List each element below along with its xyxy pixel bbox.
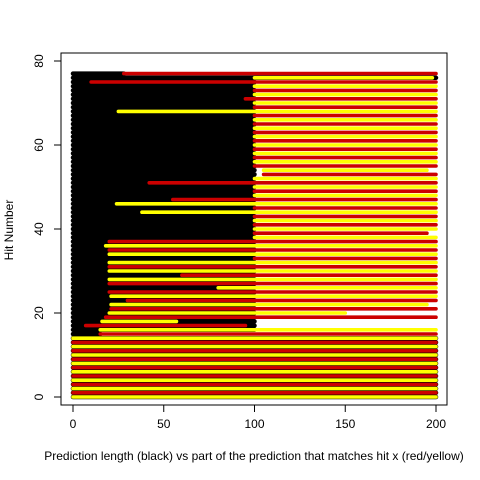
y-tick-label: 20 — [32, 306, 46, 320]
x-tick-label: 200 — [426, 417, 446, 431]
y-tick-label: 60 — [32, 138, 46, 152]
y-tick-label: 40 — [32, 222, 46, 236]
y-axis-label: Hit Number — [2, 200, 16, 261]
x-tick-label: 0 — [70, 417, 77, 431]
plot-area — [70, 71, 439, 400]
x-tick-label: 100 — [244, 417, 264, 431]
x-axis-label: Prediction length (black) vs part of the… — [44, 449, 464, 463]
y-tick-label: 0 — [32, 393, 46, 400]
y-tick-label: 80 — [32, 54, 46, 68]
x-tick-label: 50 — [157, 417, 171, 431]
x-tick-label: 150 — [335, 417, 355, 431]
